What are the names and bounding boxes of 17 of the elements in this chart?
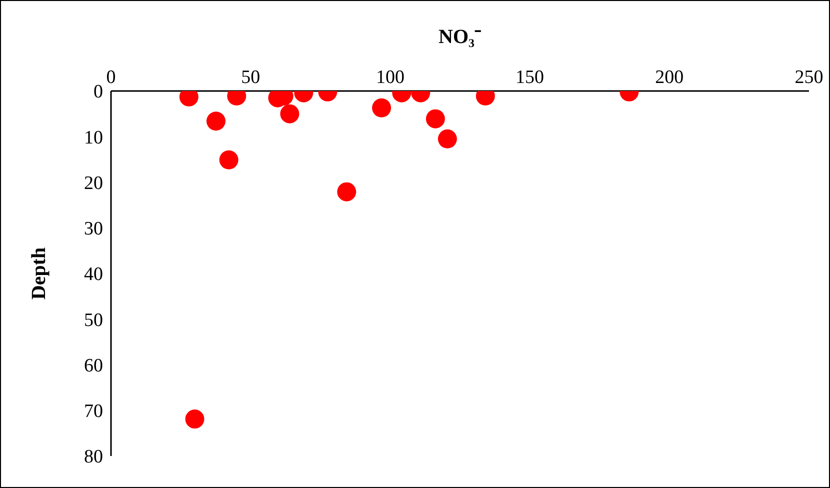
x-tick-label: 100: [376, 67, 404, 88]
x-tick-label: 50: [241, 67, 260, 88]
y-axis-title: Depth: [28, 247, 50, 300]
y-tick-label: 30: [84, 218, 103, 240]
y-tick-label: 20: [84, 172, 103, 194]
x-tick-label: 250: [794, 67, 824, 88]
x-tick-label: 200: [655, 67, 684, 88]
y-tick-label: 40: [84, 264, 103, 286]
y-tick-label: 80: [84, 446, 103, 468]
y-tick-label: 10: [84, 127, 103, 148]
x-tick-label: 150: [516, 67, 544, 88]
x-axis-title: NO₃⁻: [438, 26, 482, 48]
y-tick-label: 0: [94, 82, 103, 103]
x-tick-label: 0: [106, 67, 116, 88]
y-tick-label: 70: [84, 401, 103, 422]
y-tick-label: 50: [84, 310, 103, 331]
y-tick-label: 60: [84, 355, 103, 376]
